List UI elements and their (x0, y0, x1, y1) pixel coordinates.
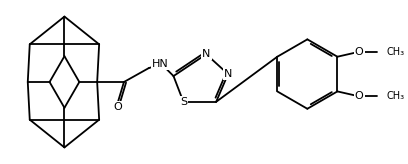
Text: N: N (224, 69, 232, 79)
Text: O: O (355, 47, 364, 57)
Text: N: N (202, 49, 211, 59)
Text: O: O (355, 91, 364, 101)
Text: CH₃: CH₃ (387, 47, 405, 57)
Text: S: S (180, 97, 187, 107)
Text: HN: HN (152, 59, 169, 69)
Text: O: O (113, 102, 122, 112)
Text: CH₃: CH₃ (387, 91, 405, 101)
